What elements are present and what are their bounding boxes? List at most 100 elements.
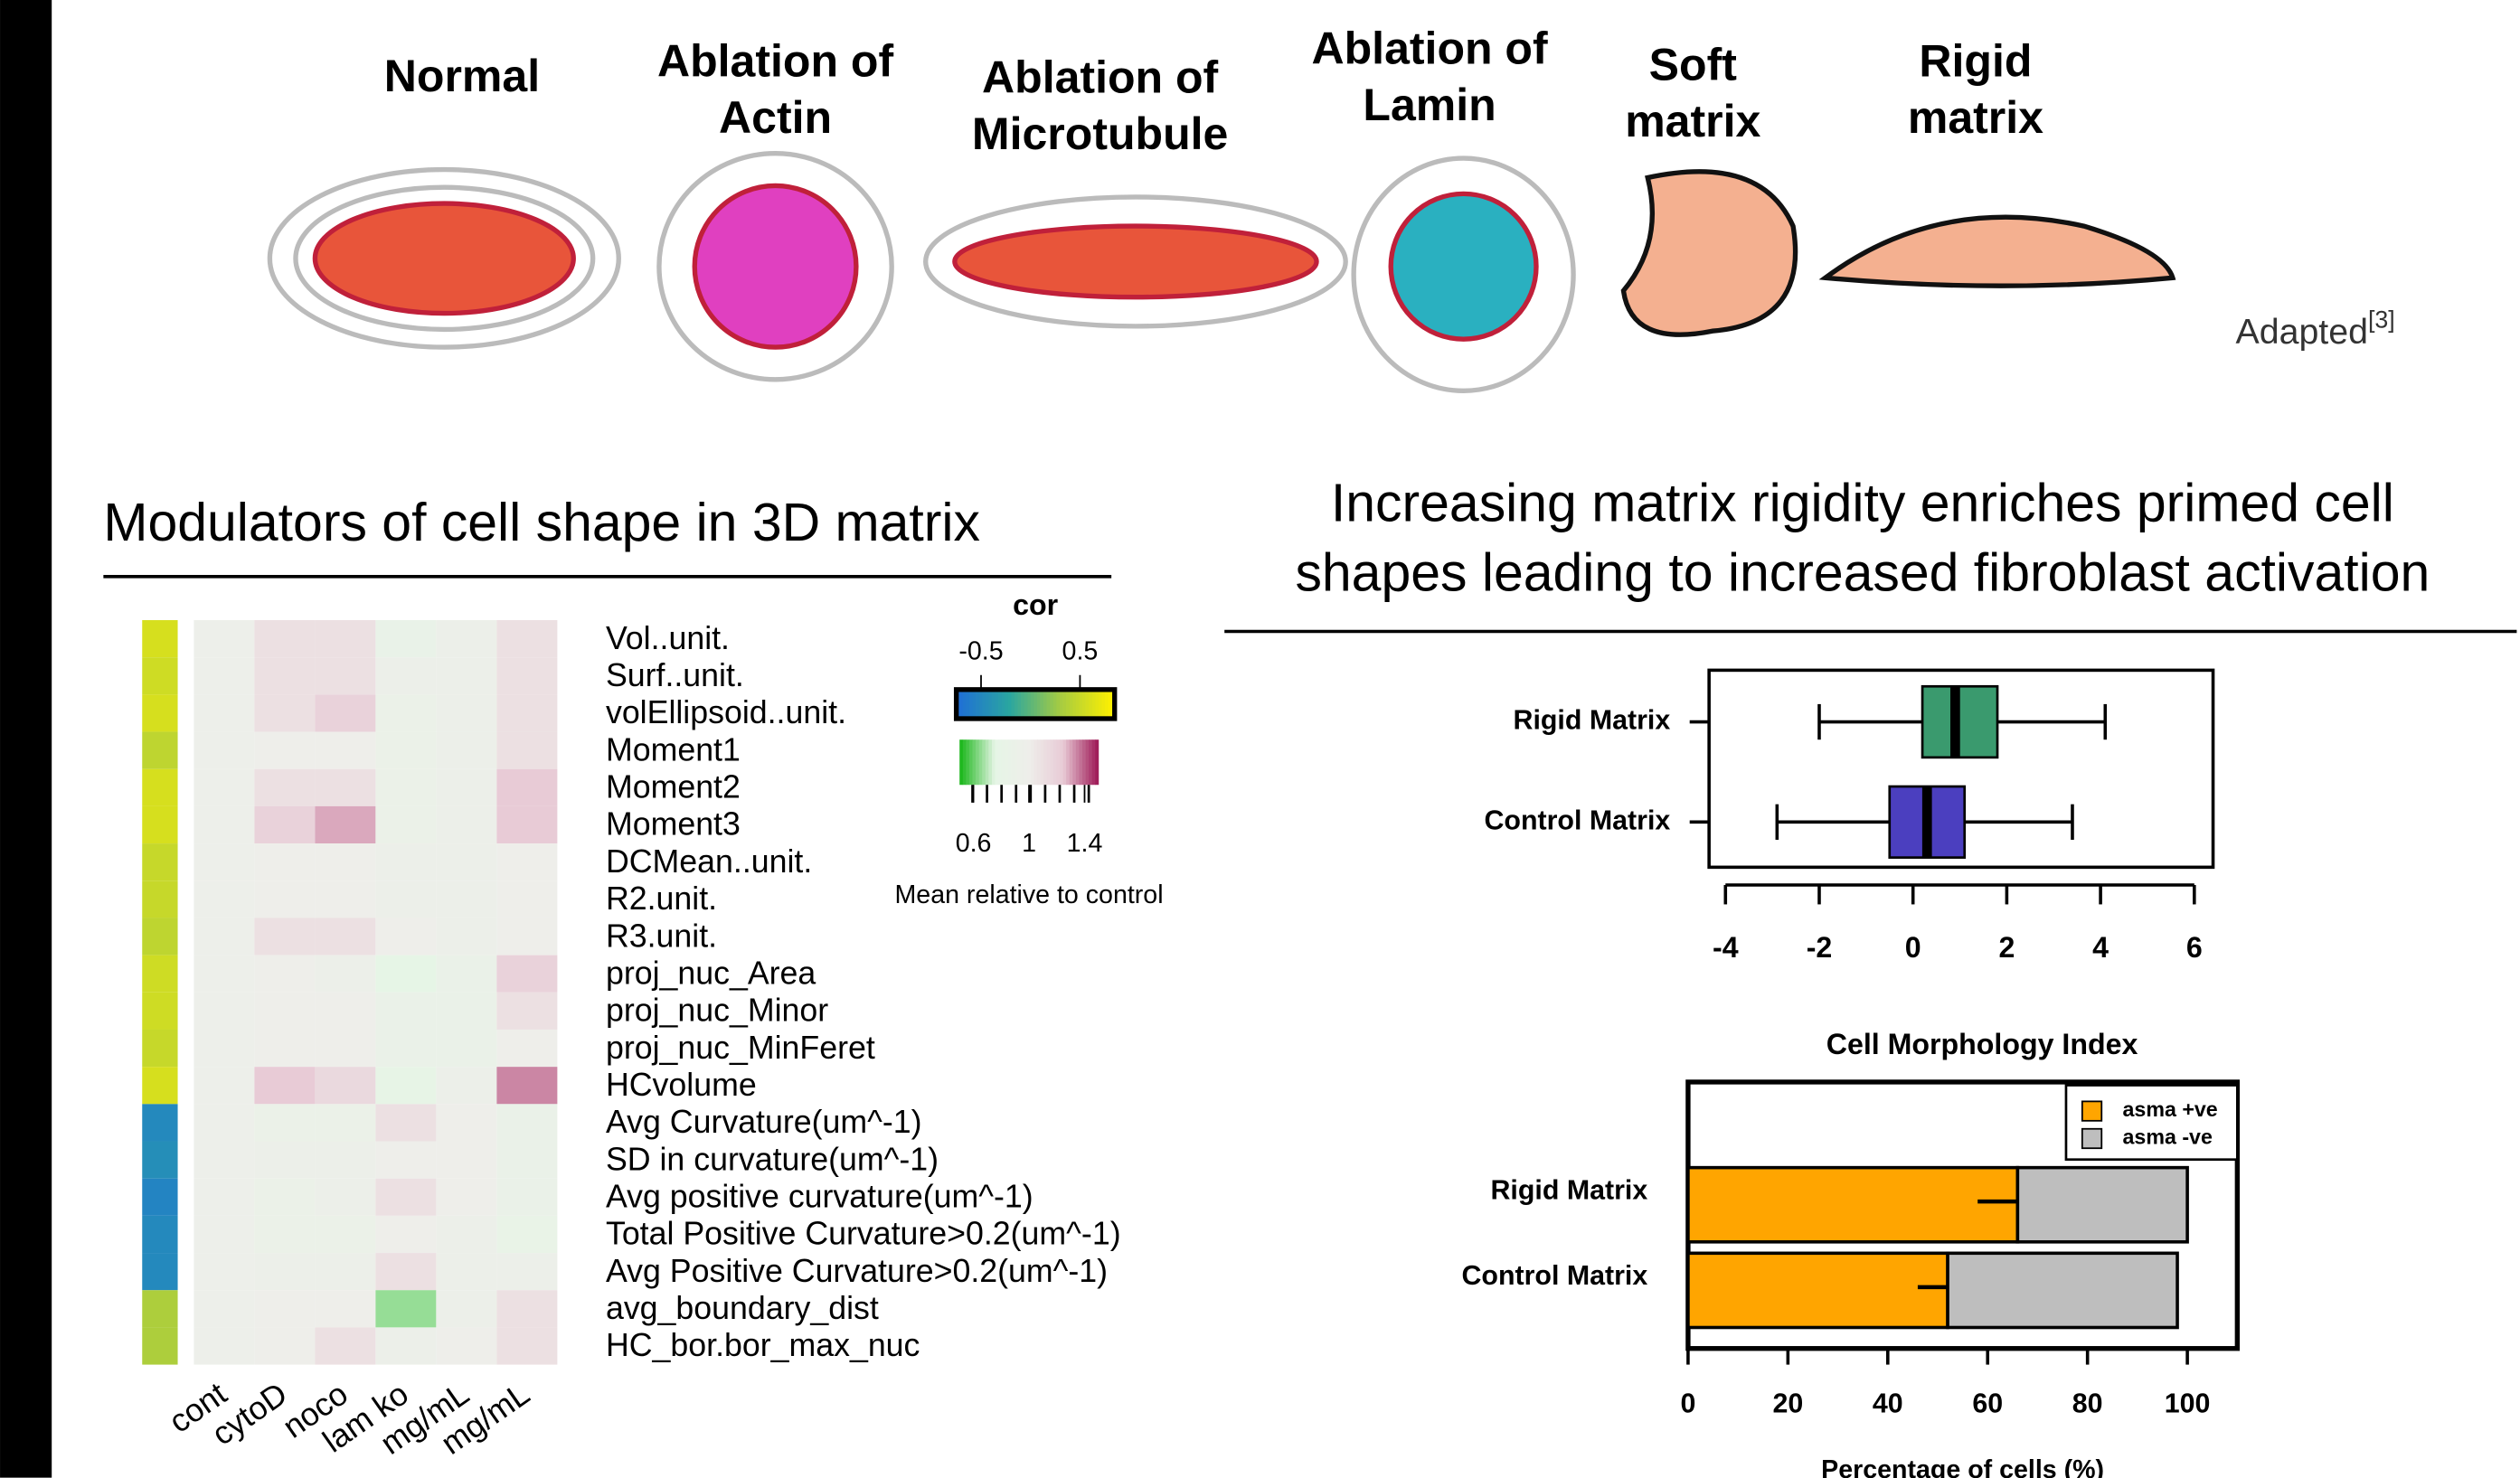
heatmap-cell	[315, 993, 375, 1030]
row-annotation	[142, 1179, 177, 1216]
colorbar-step	[976, 739, 979, 785]
heatmap-cell	[496, 657, 557, 694]
heatmap-cell	[193, 1327, 254, 1364]
heatmap-cell	[375, 1179, 436, 1216]
colorbar-step	[1043, 690, 1047, 719]
heatmap-cell	[375, 732, 436, 769]
credit-text: Adapted	[2236, 312, 2368, 352]
colorbar-step	[1011, 690, 1015, 719]
heatmap-cell	[193, 956, 254, 993]
heatmap-cell	[254, 956, 315, 993]
x-tick-label: 100	[2165, 1389, 2211, 1418]
colorbar-step	[1033, 739, 1037, 785]
row-annotation	[142, 694, 177, 731]
colorbar-step	[979, 690, 983, 719]
heatmap-cell	[315, 1067, 375, 1104]
heatmap-cell	[436, 1142, 496, 1179]
colorbar-step	[1053, 690, 1057, 719]
colorbar-step	[1101, 690, 1105, 719]
heatmap-cell	[193, 1142, 254, 1179]
colorbar-step	[982, 739, 986, 785]
colorbar-step	[1018, 690, 1022, 719]
row-label: DCMean..unit.	[606, 843, 812, 880]
category-label: Control Matrix	[1461, 1261, 1647, 1291]
colorbar-step	[966, 690, 969, 719]
heatmap-cell	[436, 620, 496, 657]
heatmap-cell	[315, 694, 375, 731]
colorbar-step	[1050, 739, 1053, 785]
legend-label: asma +ve	[2122, 1097, 2217, 1121]
heatmap-cell	[254, 694, 315, 731]
row-label: HC_bor.bor_max_nuc	[606, 1327, 920, 1363]
cell-label: matrix	[1625, 96, 1760, 146]
colorbar-step	[1041, 690, 1044, 719]
x-tick-label: 20	[1772, 1389, 1803, 1418]
heatmap-cell	[375, 694, 436, 731]
heatmap-cell	[315, 843, 375, 880]
heatmap-cell	[254, 843, 315, 880]
heatmap-cell	[436, 1179, 496, 1216]
cell-label: Normal	[384, 51, 540, 101]
cell-label: Lamin	[1363, 80, 1496, 130]
colorbar-step	[1002, 690, 1005, 719]
colorbar-step	[992, 739, 996, 785]
heatmap-cell	[375, 1253, 436, 1290]
heatmap-cell	[436, 918, 496, 955]
row-annotation	[142, 843, 177, 880]
heatmap-cell	[315, 880, 375, 918]
colorbar-step	[1066, 739, 1070, 785]
colorbar-tick-label: -0.5	[958, 636, 1003, 665]
colorbar-step	[973, 690, 977, 719]
colorbar-step	[1031, 739, 1034, 785]
heatmap-cell	[315, 1253, 375, 1290]
row-label: Avg positive curvature(um^-1)	[606, 1179, 1033, 1215]
colorbar-step	[1070, 739, 1073, 785]
slide: Modulators of cell shape in 3D matrix In…	[0, 0, 2520, 1478]
legend-title: cor	[1013, 588, 1059, 621]
heatmap-cell	[193, 806, 254, 843]
x-tick-label: 0	[1680, 1389, 1695, 1418]
row-annotation	[142, 1104, 177, 1141]
colorbar-step	[1070, 690, 1073, 719]
colorbar-step	[1021, 690, 1024, 719]
x-tick-label: 80	[2072, 1389, 2103, 1418]
heatmap-cell	[436, 806, 496, 843]
legend-label: asma -ve	[2122, 1125, 2212, 1149]
heatmap-cell	[254, 918, 315, 955]
x-tick-label: -4	[1713, 931, 1739, 964]
credit-ref: [3]	[2368, 306, 2395, 334]
legend-swatch	[2082, 1101, 2101, 1120]
heatmap-cell	[375, 918, 436, 955]
colorbar-step	[959, 739, 963, 785]
row-annotation	[142, 880, 177, 918]
heatmap-cell	[315, 1104, 375, 1141]
row-annotation	[142, 732, 177, 769]
heatmap-cell	[436, 843, 496, 880]
heatmap-cell	[375, 880, 436, 918]
row-annotation	[142, 918, 177, 955]
category-label: Rigid Matrix	[1514, 706, 1671, 736]
colorbar-step	[1076, 690, 1080, 719]
heatmap-cell	[496, 1030, 557, 1067]
colorbar-step	[1037, 690, 1041, 719]
colorbar-step	[998, 690, 1002, 719]
heatmap-cell	[375, 1290, 436, 1327]
heatmap-cell	[254, 1030, 315, 1067]
colorbar-step	[1043, 739, 1047, 785]
row-annotation	[142, 956, 177, 993]
colorbar-step	[1047, 739, 1051, 785]
page: Modulators of cell shape in 3D matrix In…	[0, 0, 2520, 1478]
row-label: SD in curvature(um^-1)	[606, 1141, 939, 1177]
x-tick-label: 2	[1998, 931, 2015, 964]
heatmap-cell	[496, 843, 557, 880]
colorbar-step	[966, 739, 969, 785]
colorbar-step	[996, 690, 999, 719]
cell-illustrations	[269, 154, 2172, 391]
heatmap-cell	[193, 1253, 254, 1290]
heatmap-cell	[375, 1327, 436, 1364]
heatmap-cell	[193, 1030, 254, 1067]
heatmap-cell	[436, 657, 496, 694]
colorbar-step	[1008, 739, 1012, 785]
row-annotation	[142, 993, 177, 1030]
row-annotation	[142, 1216, 177, 1253]
